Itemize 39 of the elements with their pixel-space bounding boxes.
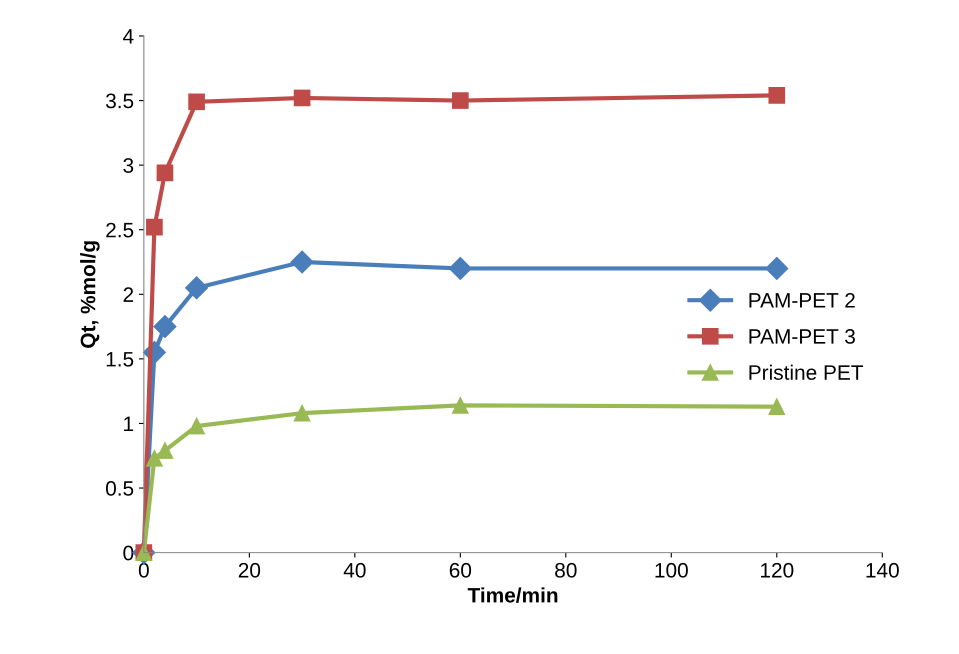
point <box>768 87 786 104</box>
point <box>765 256 788 280</box>
y-tick-label: 1.5 <box>106 352 134 367</box>
point <box>452 92 469 109</box>
y-tick-label: 2 <box>124 287 134 302</box>
x-tick-label: 0 <box>138 562 149 578</box>
x-axis-title: Time/min <box>468 587 558 603</box>
y-tick-label: 0 <box>123 546 134 560</box>
legend-label: Pristine PET <box>749 364 864 380</box>
point <box>290 250 314 274</box>
y-tick-label: 2.5 <box>106 222 134 238</box>
legend-label: PAM-PET 2 <box>749 292 855 308</box>
point <box>156 164 174 182</box>
point <box>188 94 205 110</box>
y-axis-title: Qt, %mol/g <box>80 241 100 348</box>
x-tick-label: 20 <box>238 562 260 578</box>
point <box>153 315 176 338</box>
point <box>452 397 469 414</box>
point <box>448 256 472 280</box>
y-tick-label: 0.5 <box>106 481 134 496</box>
y-tick-label: 3.5 <box>106 94 134 108</box>
x-tick-label: 60 <box>450 562 472 578</box>
x-tick-label: 40 <box>344 562 366 578</box>
point <box>185 276 208 300</box>
legend-label: PAM-PET 3 <box>749 329 855 344</box>
point <box>146 218 163 236</box>
point <box>156 442 174 459</box>
point <box>294 404 310 422</box>
point <box>146 450 163 467</box>
y-tick-label: 3 <box>123 158 134 173</box>
point <box>768 398 786 416</box>
point <box>188 418 205 434</box>
x-tick-label: 100 <box>656 562 688 578</box>
x-tick-label: 120 <box>761 562 794 578</box>
y-tick-label: 4 <box>123 29 134 44</box>
y-tick-label: 1 <box>124 416 134 432</box>
x-tick-label: 80 <box>555 562 577 578</box>
x-tick-label: 140 <box>866 562 899 578</box>
point <box>294 90 310 106</box>
